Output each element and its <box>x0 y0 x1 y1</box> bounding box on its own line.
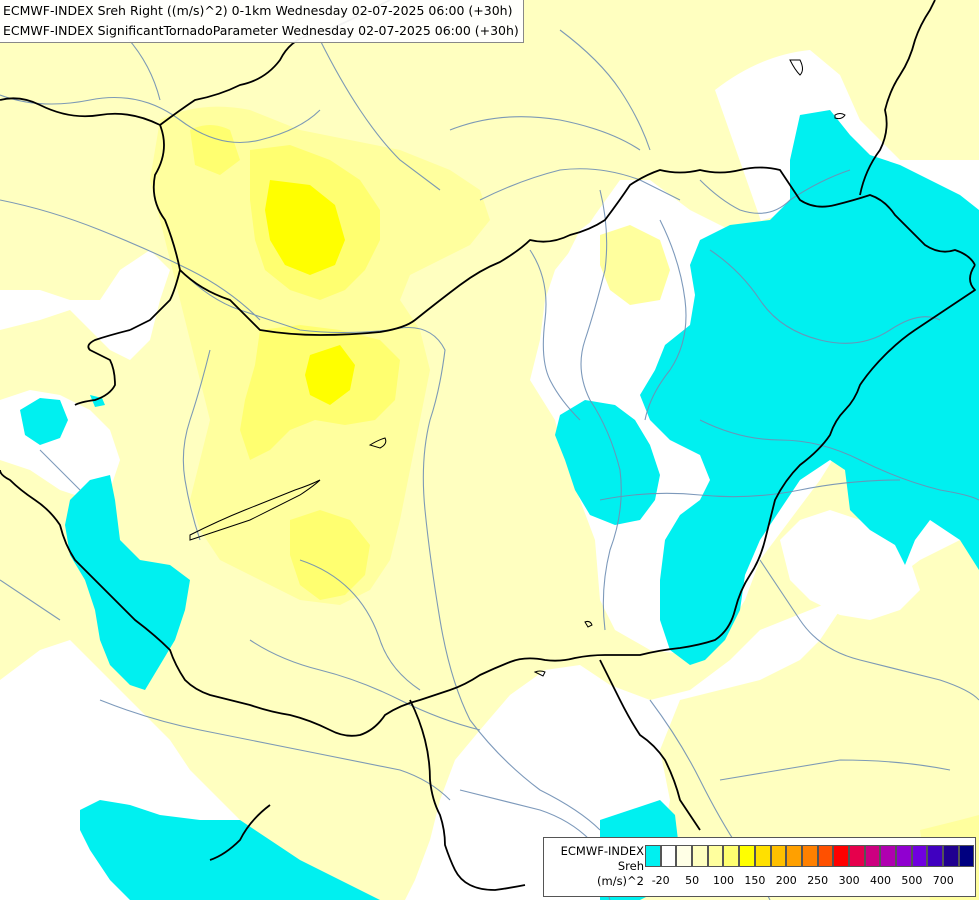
legend-swatch <box>864 845 881 867</box>
legend-swatch <box>692 845 708 867</box>
legend-tick-label: -20 <box>651 874 670 887</box>
legend-tick-label: 500 <box>901 874 923 887</box>
legend-title-variable: Sreh <box>617 859 644 873</box>
sreh-yellow-regions <box>150 106 979 900</box>
thin-borders <box>189 59 846 677</box>
legend-swatch <box>754 845 771 867</box>
legend-swatch <box>723 845 740 867</box>
legend-swatch <box>848 845 865 867</box>
legend-swatch <box>817 845 834 867</box>
legend-tick-label: 200 <box>775 874 797 887</box>
legend-swatch <box>880 845 896 867</box>
legend-swatch <box>833 845 849 867</box>
legend-swatches <box>645 845 975 868</box>
legend-swatch <box>660 845 677 867</box>
legend-swatch <box>896 845 912 867</box>
legend-swatch <box>958 845 975 867</box>
legend-title-unit: (m/s)^2 <box>597 874 644 888</box>
legend-swatch <box>676 845 693 867</box>
legend-swatch <box>786 845 802 867</box>
legend-swatch <box>770 845 787 867</box>
legend-swatch <box>707 845 724 867</box>
legend-swatch <box>911 845 928 867</box>
header-line-sreh: ECMWF-INDEX Sreh Right ((m/s)^2) 0-1km W… <box>3 3 513 18</box>
legend-tick-label: 50 <box>685 874 700 887</box>
legend-swatch <box>801 845 818 867</box>
legend-tick-label: 250 <box>807 874 829 887</box>
legend-tick-label: 300 <box>838 874 860 887</box>
legend-swatch <box>927 845 944 867</box>
legend-title-source: ECMWF-INDEX <box>560 844 644 858</box>
legend-swatch <box>645 845 661 867</box>
legend-tick-label: 150 <box>744 874 766 887</box>
legend-tick-label: 400 <box>870 874 891 887</box>
header-line-stp: ECMWF-INDEX SignificantTornadoParameter … <box>3 23 519 38</box>
legend-tick-label: 100 <box>713 874 734 887</box>
legend-ticks: -20 50 100 150 200 250 300 400 500 700 <box>645 874 975 890</box>
map-header: ECMWF-INDEX Sreh Right ((m/s)^2) 0-1km W… <box>0 0 524 43</box>
rivers <box>0 29 979 900</box>
legend-title: ECMWF-INDEX Sreh (m/s)^2 <box>544 844 644 889</box>
legend-swatch <box>739 845 755 867</box>
legend-tick-label: 700 <box>932 874 954 887</box>
legend-swatch <box>943 845 959 867</box>
color-legend: ECMWF-INDEX Sreh (m/s)^2 -20 50 100 150 200 2… <box>543 837 976 897</box>
